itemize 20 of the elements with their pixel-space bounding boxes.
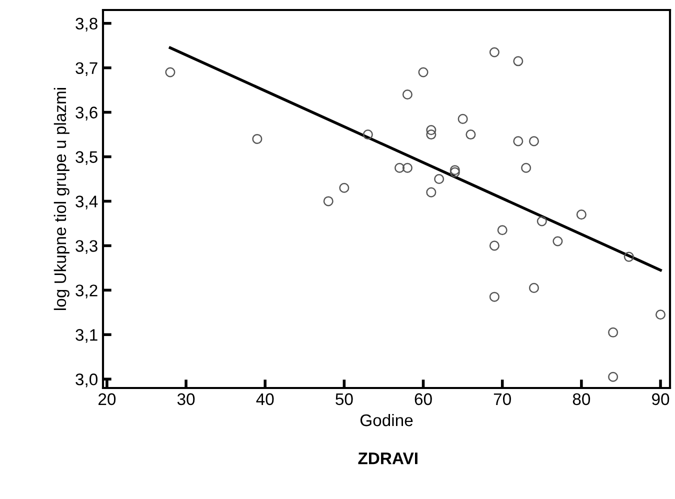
x-tick-label: 60	[414, 393, 432, 406]
y-tick-label: 3,3	[76, 240, 98, 254]
x-tick-label: 20	[98, 393, 116, 406]
x-tick-label: 40	[256, 393, 274, 406]
y-tick-label: 3,2	[76, 284, 98, 298]
y-tick-label: 3,0	[76, 374, 98, 388]
x-tick-label: 90	[652, 393, 670, 406]
x-tick-label: 50	[336, 393, 353, 406]
x-tick-label: 30	[177, 393, 195, 406]
y-tick-label: 3,5	[76, 151, 98, 165]
x-axis-title: Godine	[360, 414, 413, 426]
y-tick-label: 3,1	[76, 329, 98, 343]
y-axis-title: log Ukupne tiol grupe u plazmi	[54, 88, 70, 310]
x-tick-label: 70	[494, 393, 511, 406]
x-tick-label: 80	[572, 393, 590, 406]
y-tick-label: 3,8	[76, 18, 98, 32]
y-tick-label: 3,6	[76, 106, 98, 120]
text: ZDRAVI	[358, 452, 418, 464]
y-tick-label: 3,7	[76, 62, 98, 76]
y-tick-label: 3,4	[76, 196, 98, 210]
